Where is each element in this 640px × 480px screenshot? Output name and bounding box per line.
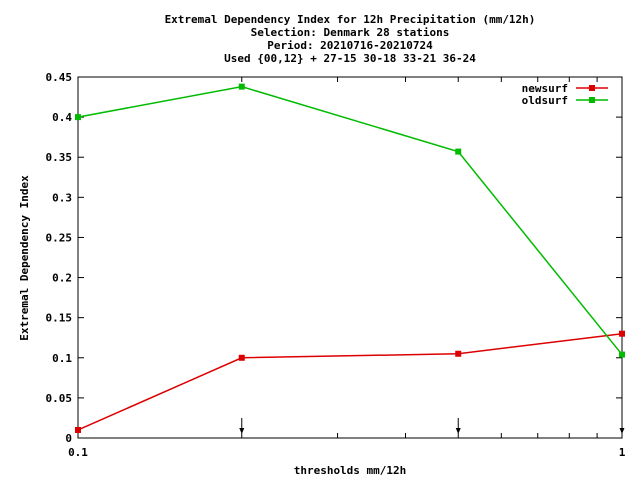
y-tick-label: 0.15 [46,312,73,325]
data-point-oldsurf [238,83,245,90]
x-axis-label: thresholds mm/12h [294,464,407,477]
y-axis-label: Extremal Dependency Index [18,175,31,341]
y-axis: 0 0.05 0.1 0.15 0.2 0.25 0.3 0.35 0.4 0.45 [46,71,622,445]
threshold-marker-arrow [455,428,461,434]
y-tick-label: 0.1 [52,352,72,365]
y-tick-label: 0.05 [46,392,73,405]
y-tick-label: 0.25 [46,231,73,244]
data-point-newsurf [238,354,245,361]
y-tick-label: 0.4 [52,111,72,124]
y-tick-label: 0.45 [46,71,73,84]
title-line-2: Selection: Denmark 28 stations [251,26,450,39]
legend-swatch-point [589,97,595,103]
legend-label: newsurf [522,82,568,95]
data-point-oldsurf [75,114,81,121]
y-tick-label: 0 [65,432,72,445]
y-tick-label: 0.3 [52,191,72,204]
data-point-newsurf [619,330,625,337]
x-axis: 0.1 1 [68,77,626,459]
data-point-oldsurf [455,148,462,155]
title-line-1: Extremal Dependency Index for 12h Precip… [165,13,536,26]
series-line-newsurf [77,332,623,431]
data-point-newsurf [455,350,462,357]
data-point-newsurf [75,426,81,433]
series-group [75,83,625,433]
title-line-3: Period: 20210716-20210724 [267,39,433,52]
legend-label: oldsurf [522,94,568,107]
threshold-marker-arrow [239,428,245,434]
threshold-marker-arrow [619,428,625,434]
chart-title: Extremal Dependency Index for 12h Precip… [165,13,536,65]
data-point-oldsurf [619,351,625,358]
series-line-oldsurf [77,85,623,356]
x-tick-label: 0.1 [68,446,88,459]
title-line-4: Used {00,12} + 27-15 30-18 33-21 36-24 [224,52,476,65]
plot-area [77,76,623,439]
y-tick-label: 0.35 [46,151,73,164]
y-tick-label: 0.2 [52,272,72,285]
x-tick-label: 1 [619,446,626,459]
legend-swatch-point [589,85,595,91]
threshold-markers [75,418,625,434]
